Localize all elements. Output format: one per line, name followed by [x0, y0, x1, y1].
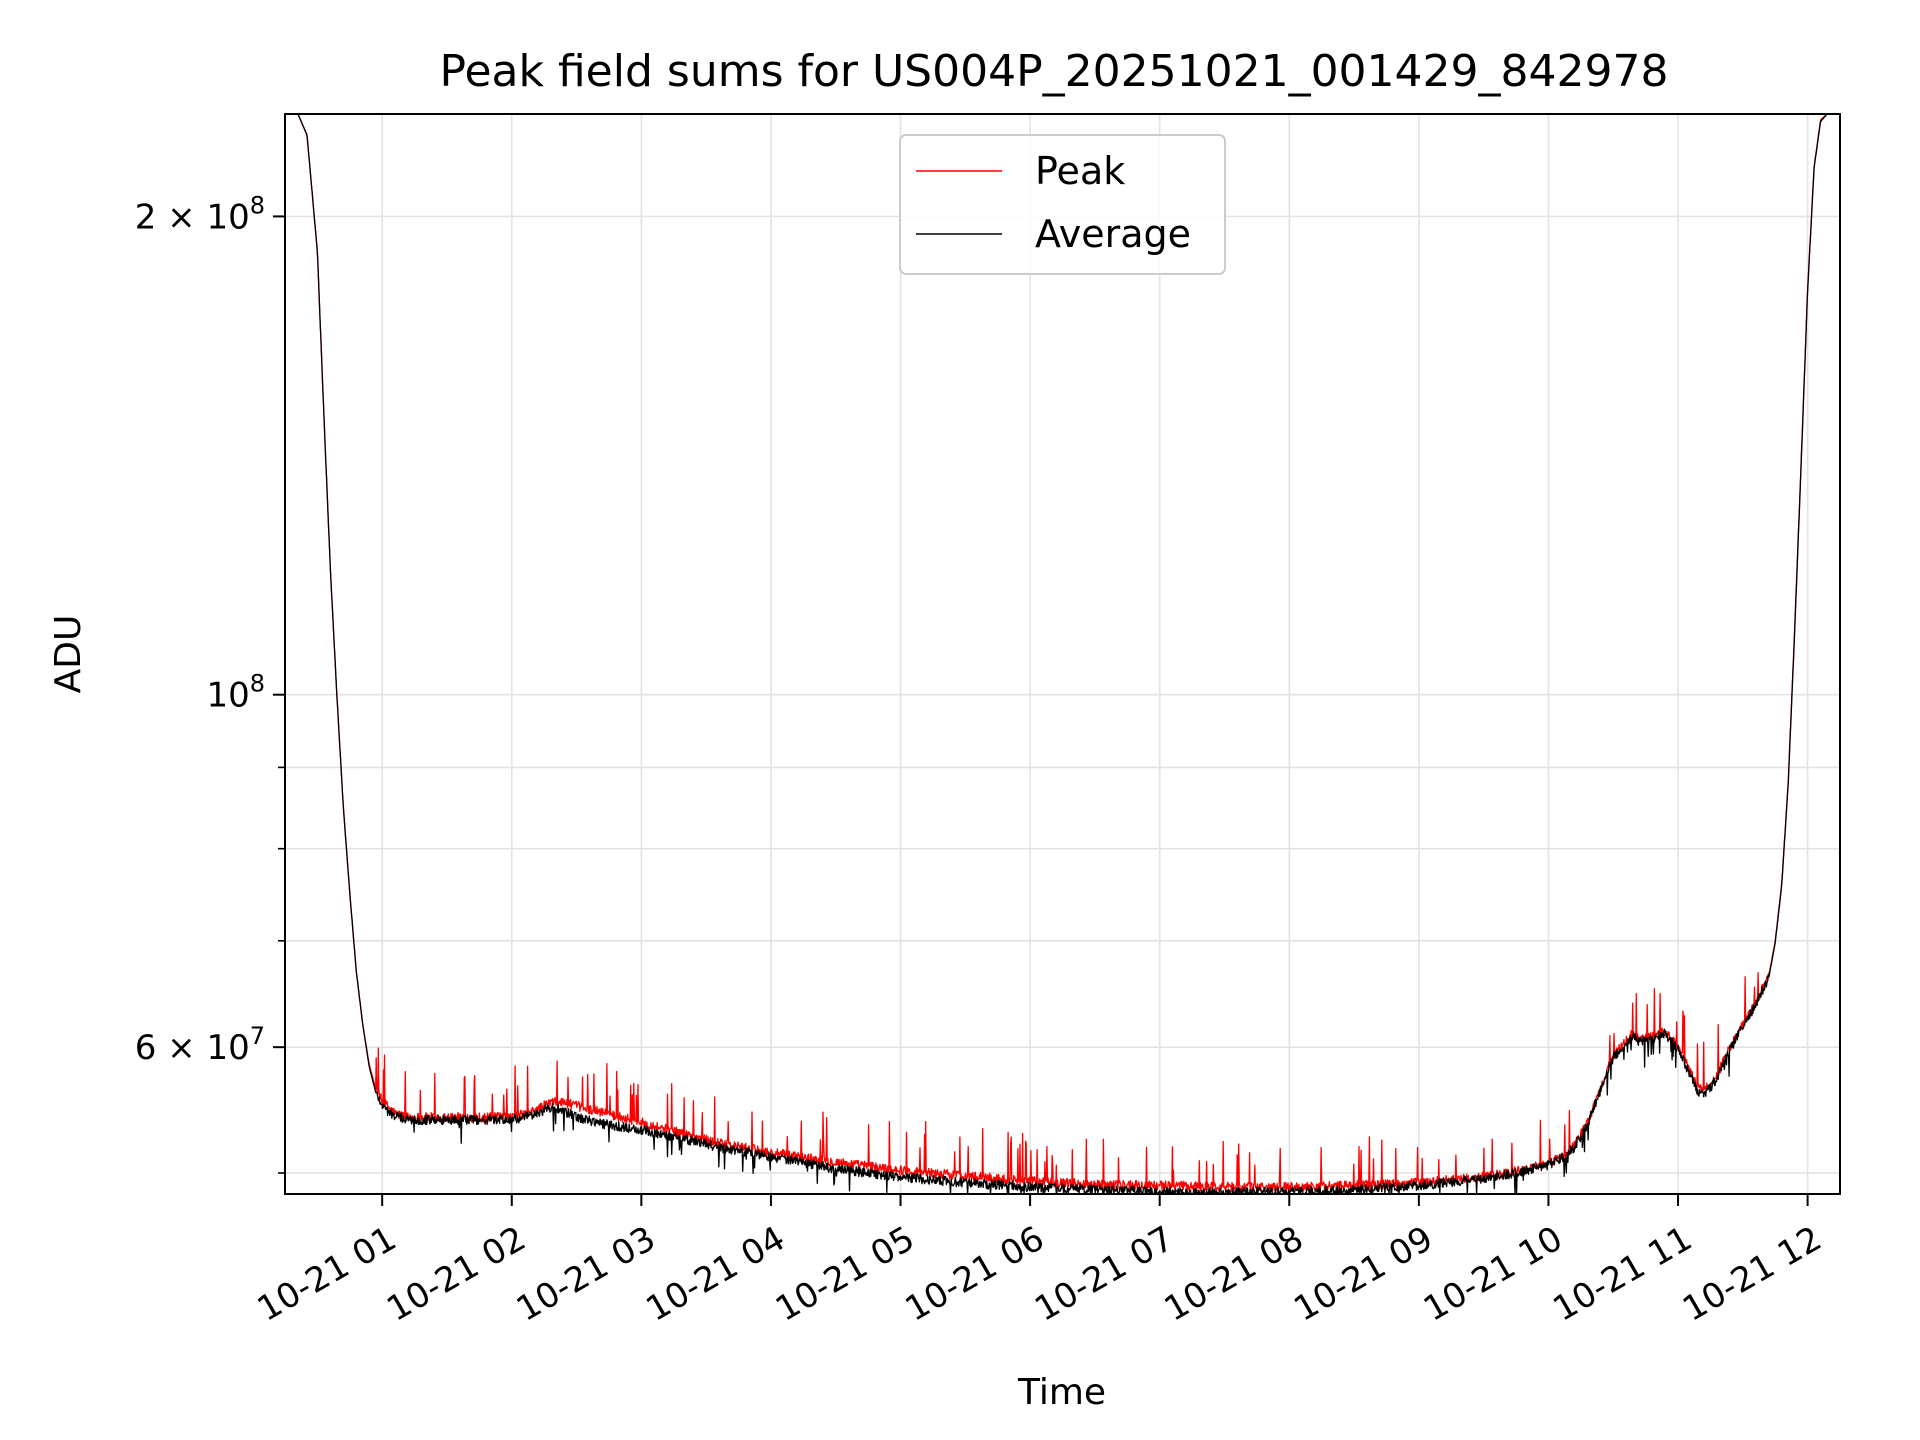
y-axis-label: ADU	[48, 615, 89, 694]
y-tick-label: 6 × 107	[135, 1022, 265, 1068]
grid-lines	[285, 114, 1840, 1194]
plot-frame	[284, 113, 1841, 1195]
legend-peak-label: Peak	[1035, 149, 1125, 193]
y-tick-label: 108	[206, 670, 265, 716]
series-line-average	[284, 113, 1841, 1195]
y-tick-label: 2 × 108	[135, 191, 265, 237]
chart-title: Peak field sums for US004P_20251021_0014…	[440, 46, 1669, 97]
legend-box	[899, 134, 1226, 275]
legend-average-label: Average	[1035, 212, 1191, 256]
legend: Peak Average	[899, 134, 1226, 275]
series-line-peak	[284, 113, 1841, 1193]
x-axis-label: Time	[1017, 1372, 1106, 1413]
series-layer	[284, 113, 1841, 1195]
